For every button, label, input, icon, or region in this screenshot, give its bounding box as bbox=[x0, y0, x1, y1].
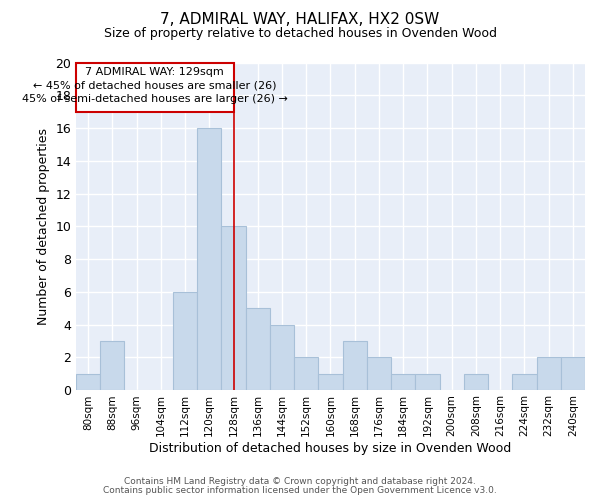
Text: ← 45% of detached houses are smaller (26): ← 45% of detached houses are smaller (26… bbox=[33, 80, 277, 90]
Text: Size of property relative to detached houses in Ovenden Wood: Size of property relative to detached ho… bbox=[104, 28, 497, 40]
Bar bbox=[197, 128, 221, 390]
Bar bbox=[319, 374, 343, 390]
Bar bbox=[245, 308, 270, 390]
Text: 7 ADMIRAL WAY: 129sqm: 7 ADMIRAL WAY: 129sqm bbox=[85, 66, 224, 76]
Bar bbox=[270, 324, 294, 390]
Bar bbox=[294, 358, 319, 390]
Bar bbox=[76, 374, 100, 390]
Bar bbox=[391, 374, 415, 390]
Y-axis label: Number of detached properties: Number of detached properties bbox=[37, 128, 50, 325]
Text: 7, ADMIRAL WAY, HALIFAX, HX2 0SW: 7, ADMIRAL WAY, HALIFAX, HX2 0SW bbox=[160, 12, 440, 28]
Bar bbox=[512, 374, 536, 390]
Bar bbox=[536, 358, 561, 390]
Text: Contains HM Land Registry data © Crown copyright and database right 2024.: Contains HM Land Registry data © Crown c… bbox=[124, 477, 476, 486]
Bar bbox=[561, 358, 585, 390]
Bar bbox=[173, 292, 197, 390]
X-axis label: Distribution of detached houses by size in Ovenden Wood: Distribution of detached houses by size … bbox=[149, 442, 512, 455]
Text: Contains public sector information licensed under the Open Government Licence v3: Contains public sector information licen… bbox=[103, 486, 497, 495]
Text: 45% of semi-detached houses are larger (26) →: 45% of semi-detached houses are larger (… bbox=[22, 94, 287, 104]
Bar bbox=[343, 341, 367, 390]
Bar bbox=[367, 358, 391, 390]
Bar bbox=[464, 374, 488, 390]
Bar bbox=[221, 226, 245, 390]
Bar bbox=[415, 374, 440, 390]
Bar bbox=[100, 341, 124, 390]
FancyBboxPatch shape bbox=[76, 62, 233, 112]
